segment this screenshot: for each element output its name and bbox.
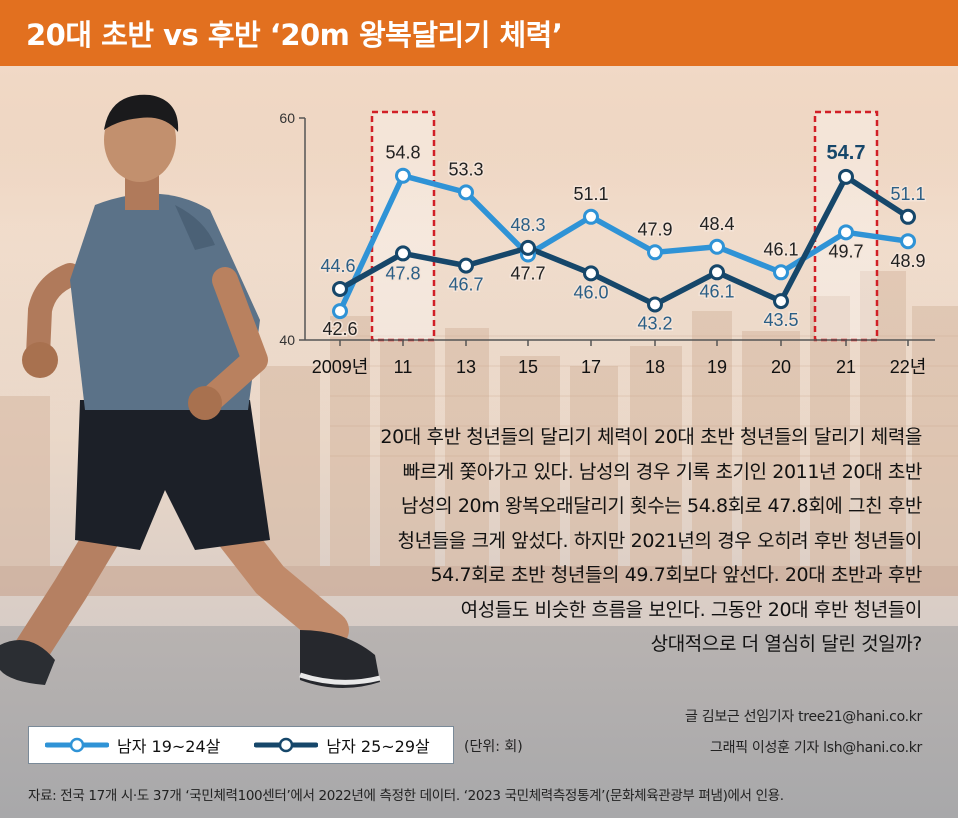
data-label: 49.7 bbox=[828, 241, 863, 261]
legend-label: 남자 19~24살 bbox=[117, 737, 221, 756]
legend-item-late: 남자 25~29살 bbox=[254, 733, 430, 757]
x-tick-label: 21 bbox=[836, 357, 856, 377]
data-point bbox=[332, 303, 348, 320]
data-point bbox=[458, 184, 474, 201]
runner-figure-icon bbox=[0, 94, 381, 689]
body-line: 청년들을 크게 앞섰다. 하지만 2021년의 경우 오히려 후반 청년들이 bbox=[397, 529, 922, 552]
page-title: 20대 초반 vs 후반 ‘20m 왕복달리기 체력’ bbox=[26, 18, 563, 52]
data-label: 48.9 bbox=[890, 251, 925, 271]
data-label: 43.2 bbox=[637, 313, 672, 333]
data-point bbox=[332, 280, 348, 297]
x-tick-label: 20 bbox=[771, 357, 791, 377]
x-tick-label: 19 bbox=[707, 357, 727, 377]
graphic-credit: 그래픽 이성훈 기자 lsh@hani.co.kr bbox=[710, 740, 922, 756]
legend-line-marker-icon bbox=[45, 737, 109, 753]
data-point bbox=[900, 233, 916, 250]
data-point bbox=[395, 245, 411, 262]
x-tick-label: 18 bbox=[645, 357, 665, 377]
data-point bbox=[395, 167, 411, 184]
data-point bbox=[709, 238, 725, 255]
data-label: 51.1 bbox=[890, 184, 925, 204]
data-point bbox=[647, 296, 663, 313]
data-label: 46.0 bbox=[573, 282, 608, 302]
body-line: 빠르게 쫓아가고 있다. 남성의 경우 기록 초기인 2011년 20대 초반 bbox=[402, 460, 923, 483]
y-tick-label: 60 bbox=[279, 110, 295, 126]
data-label: 48.3 bbox=[510, 215, 545, 235]
body-line: 남성의 20m 왕복오래달리기 횟수는 54.8회로 47.8회에 그친 후반 bbox=[400, 495, 922, 517]
data-label: 53.3 bbox=[448, 159, 483, 179]
series-line-early bbox=[337, 172, 911, 314]
header-bar: 20대 초반 vs 후반 ‘20m 왕복달리기 체력’ bbox=[0, 0, 958, 66]
body-line: 상대적으로 더 열심히 달린 것일까? bbox=[650, 633, 923, 655]
data-label: 48.4 bbox=[699, 214, 734, 234]
y-tick-label: 40 bbox=[279, 332, 295, 348]
data-point bbox=[838, 168, 854, 185]
writer-credit: 글 김보근 선임기자 tree21@hani.co.kr bbox=[685, 709, 922, 725]
x-tick-label: 13 bbox=[456, 357, 476, 377]
body-line: 여성들도 비슷한 흐름을 보인다. 그동안 20대 후반 청년들이 bbox=[460, 598, 923, 621]
line-chart: 40 60 2009년 11 13 15 17 18 19 20 21 22년 42.6 54.8 53.3… bbox=[279, 110, 935, 377]
data-label: 42.6 bbox=[322, 319, 357, 339]
data-point bbox=[773, 264, 789, 281]
data-label: 46.1 bbox=[699, 281, 734, 301]
credits: 글 김보근 선임기자 tree21@hani.co.kr 그래픽 이성훈 기자 … bbox=[685, 702, 922, 764]
data-point bbox=[709, 264, 725, 281]
data-point bbox=[458, 257, 474, 274]
body-line: 20대 후반 청년들의 달리기 체력이 20대 초반 청년들의 달리기 체력을 bbox=[380, 426, 922, 448]
data-label: 47.8 bbox=[385, 263, 420, 283]
data-label: 43.5 bbox=[763, 310, 798, 330]
data-point bbox=[900, 208, 916, 225]
data-label: 46.7 bbox=[448, 275, 483, 295]
legend-item-early: 남자 19~24살 bbox=[45, 733, 220, 757]
x-tick-label: 2009년 bbox=[312, 357, 369, 377]
data-label: 54.7 bbox=[827, 142, 866, 164]
unit-label: (단위: 회) bbox=[464, 739, 523, 755]
x-tick-label: 15 bbox=[518, 357, 538, 377]
x-tick-label: 17 bbox=[581, 357, 601, 377]
data-point bbox=[773, 293, 789, 310]
source-note: 자료: 전국 17개 시·도 37개 ‘국민체력100센터’에서 2022년에 … bbox=[28, 788, 784, 804]
data-label: 47.9 bbox=[637, 219, 672, 239]
body-line: 54.7회로 초반 청년들의 49.7회보다 앞선다. 20대 초반과 후반 bbox=[430, 564, 922, 586]
data-point bbox=[647, 244, 663, 261]
data-label: 44.6 bbox=[320, 256, 355, 276]
x-tick-label: 11 bbox=[394, 357, 413, 377]
runner-illustration bbox=[0, 94, 381, 689]
x-tick-label: 22년 bbox=[890, 357, 927, 377]
data-label: 47.7 bbox=[510, 264, 545, 284]
data-point bbox=[838, 224, 854, 241]
legend-label: 남자 25~29살 bbox=[326, 737, 430, 756]
legend-line-marker-icon bbox=[254, 737, 319, 753]
data-label: 46.1 bbox=[763, 239, 798, 259]
data-label: 51.1 bbox=[573, 184, 608, 204]
series-line-late bbox=[337, 174, 911, 308]
data-point bbox=[583, 208, 599, 225]
article-body: 20대 후반 청년들의 달리기 체력이 20대 초반 청년들의 달리기 체력을 … bbox=[282, 420, 922, 662]
chart-legend: 남자 19~24살 남자 25~29살 bbox=[28, 726, 454, 764]
data-point bbox=[520, 239, 536, 256]
data-label: 54.8 bbox=[385, 143, 420, 163]
data-point bbox=[583, 265, 599, 282]
